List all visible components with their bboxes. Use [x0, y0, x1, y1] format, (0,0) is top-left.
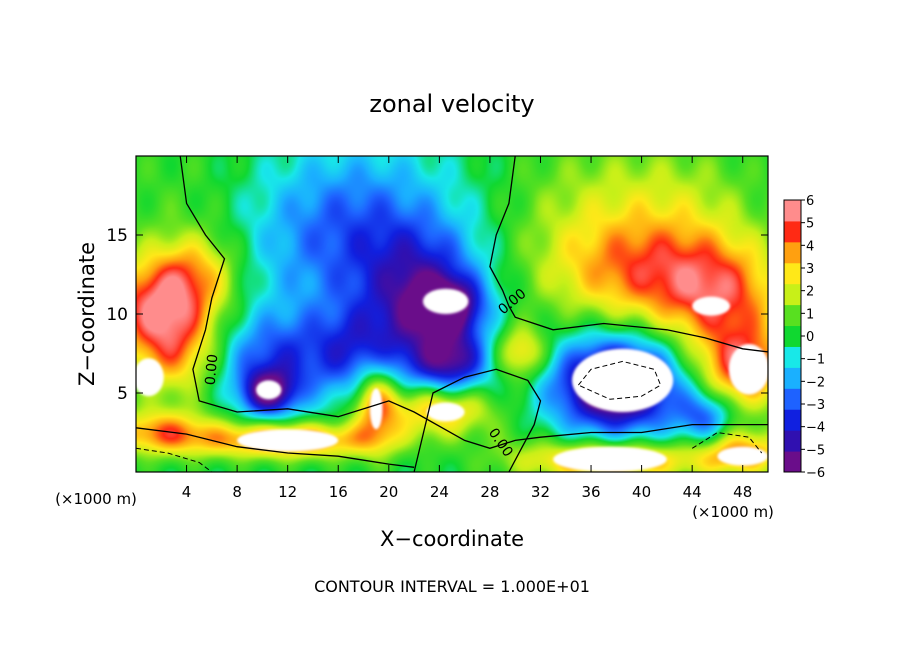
x-tick-label: 40 — [632, 483, 651, 501]
white-patch — [692, 296, 731, 316]
x-tick-label: 28 — [480, 483, 499, 501]
out-of-range-patches — [136, 288, 768, 472]
colorbar-cell — [784, 325, 801, 347]
zero-contour-line — [489, 156, 768, 353]
x-tick-label: 32 — [531, 483, 550, 501]
x-tick-label: 16 — [329, 483, 348, 501]
colorbar-cell — [784, 346, 801, 368]
x-tick-label: 48 — [733, 483, 752, 501]
y-tick-label: 5 — [117, 384, 128, 404]
negative-contour-line — [578, 360, 662, 400]
white-patch — [369, 388, 383, 430]
colorbar-tick-label: 5 — [806, 217, 814, 232]
heatmap-raster — [136, 156, 768, 472]
colorbar-cell — [784, 388, 801, 410]
x-axis: 4 8 12 16 20 24 28 32 36 40 44 48 — [182, 156, 752, 501]
x-unit-left: (×1000 m) — [55, 490, 137, 508]
colorbar-tick-label: 1 — [806, 307, 814, 322]
colorbar-tick-label: 6 — [806, 194, 814, 209]
x-tick-label: 44 — [683, 483, 702, 501]
colorbar-tick-label: −2 — [806, 375, 825, 390]
colorbar-tick-label: −4 — [806, 421, 825, 436]
colorbar-tick-label: −1 — [806, 353, 825, 368]
colorbar-cell — [784, 430, 801, 452]
y-axis: 5 10 15 — [106, 226, 768, 404]
zero-contour-line — [413, 368, 542, 472]
white-patch — [553, 446, 667, 472]
colorbar-cell — [784, 241, 801, 264]
white-patch — [136, 358, 164, 397]
colorbar-tick-label: 3 — [806, 262, 814, 277]
y-axis-label: Z−coordinate — [75, 242, 99, 386]
colorbar-tick-label: −3 — [806, 398, 825, 413]
colorbar-cell — [784, 409, 801, 431]
colorbar-tick-label: −5 — [806, 443, 825, 458]
x-tick-label: 36 — [581, 483, 600, 501]
colorbar-cell — [784, 200, 801, 222]
colorbar-tick-label: −6 — [806, 466, 825, 481]
white-patch — [237, 429, 339, 452]
x-tick-label: 24 — [430, 483, 449, 501]
colorbar-cell — [784, 451, 801, 473]
contour-lines — [136, 156, 768, 472]
contour-interval-footer: CONTOUR INTERVAL = 1.000E+01 — [314, 577, 590, 596]
colorbar-cell — [784, 304, 801, 327]
white-patch — [422, 288, 469, 314]
white-patch — [426, 402, 465, 422]
y-tick-label: 15 — [106, 226, 128, 246]
y-tick-label: 10 — [106, 305, 128, 325]
white-patch — [717, 446, 768, 466]
x-axis-label: X−coordinate — [380, 527, 524, 551]
colorbar-cell — [784, 220, 801, 243]
colorbar-tick-label: 0 — [806, 330, 814, 345]
zero-contour-line — [136, 427, 415, 468]
colorbar-tick-label: 2 — [806, 285, 814, 300]
zero-contour-line — [179, 156, 768, 449]
colorbar: 6 5 4 3 2 1 0 −1 −2 −3 −4 −5 −6 — [783, 194, 825, 481]
colorbar-cell — [784, 283, 801, 306]
chart-title: zonal velocity — [369, 90, 534, 118]
plot-area — [136, 156, 768, 472]
x-unit-right: (×1000 m) — [692, 503, 774, 521]
contour-label: 0.00 — [203, 353, 222, 385]
white-patch — [256, 380, 282, 400]
negative-contour-line — [136, 447, 213, 472]
white-patch — [728, 344, 768, 395]
x-tick-label: 8 — [232, 483, 242, 501]
white-patch — [572, 348, 674, 412]
colorbar-tick-label: 4 — [806, 239, 814, 254]
colorbar-cell — [784, 367, 801, 389]
x-tick-label: 12 — [278, 483, 297, 501]
colorbar-cell — [784, 262, 801, 285]
x-tick-label: 20 — [379, 483, 398, 501]
x-tick-label: 4 — [182, 483, 192, 501]
